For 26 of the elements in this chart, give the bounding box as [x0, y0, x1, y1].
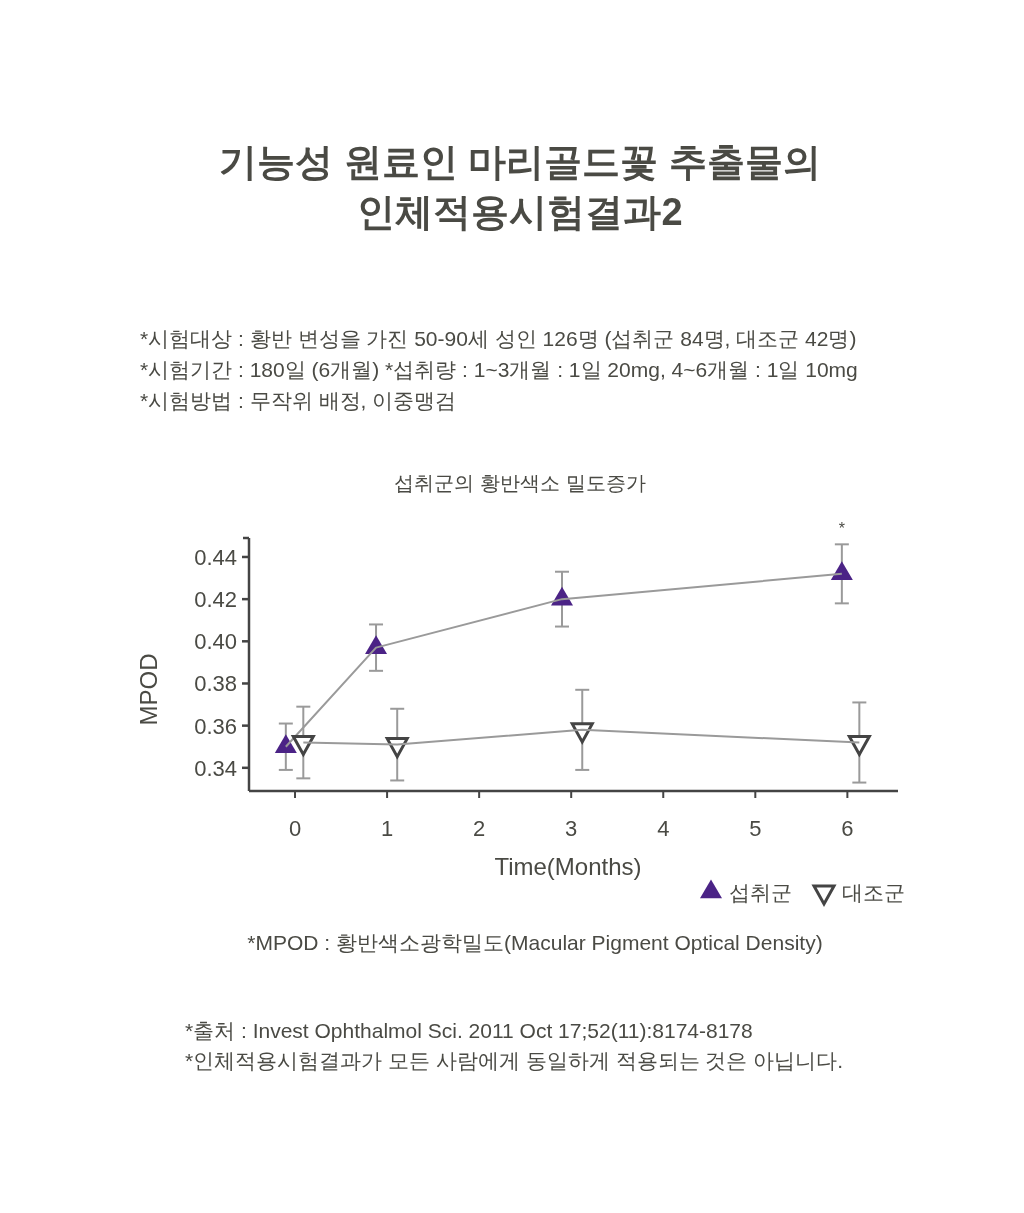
chart-subtitle: 섭취군의 황반색소 밀도증가 [394, 472, 646, 494]
x-tick-label: 5 [749, 816, 762, 841]
legend-label: 섭취군 [729, 881, 792, 904]
x-tick-label: 4 [657, 816, 670, 841]
text: *출처 : Invest Ophthalmol Sci. 2011 Oct 17;52(11):8174-8178 [185, 1019, 753, 1042]
x-tick-label: 1 [380, 816, 394, 841]
text: *시험기간 : 180일 (6개월) *섭취량 : 1~3개월 : 1일 20mg, 4~6개월 : 1일 10mg [140, 358, 858, 381]
text: *시험방법 : 무작위 배정, 이중맹검 [140, 389, 457, 412]
y-tick-label: 0.44 [194, 544, 237, 570]
y-tick-label: 0.38 [194, 671, 237, 697]
x-tick-label: 2 [473, 816, 486, 841]
text: *인체적용시험결과가 모든 사람에게 동일하게 적용되는 것은 아닙니다. [185, 1049, 844, 1072]
y-tick-label: 0.40 [194, 629, 237, 655]
y-tick-label: 0.42 [194, 587, 237, 613]
y-tick-label: 0.36 [194, 713, 237, 739]
x-tick-label: 3 [565, 816, 578, 841]
chart-title: 기능성 원료인 마리골드꽃 추출물의 인체적용시험결과2 [219, 141, 821, 233]
x-axis-title: Time(Months) [494, 853, 642, 880]
x-tick-label: 0 [288, 816, 302, 841]
annotation: * [838, 520, 845, 538]
x-tick-label: 6 [841, 816, 854, 841]
legend-label: 대조군 [842, 881, 905, 904]
text: *MPOD : 황반색소광학밀도(Macular Pigment Optical Density) [247, 931, 823, 954]
y-axis-title: MPOD [135, 653, 162, 726]
text: *시험대상 : 황반 변성을 가진 50-90세 성인 126명 (섭취군 84명, 대조군 42명) [140, 327, 857, 350]
y-tick-label: 0.34 [194, 755, 237, 781]
